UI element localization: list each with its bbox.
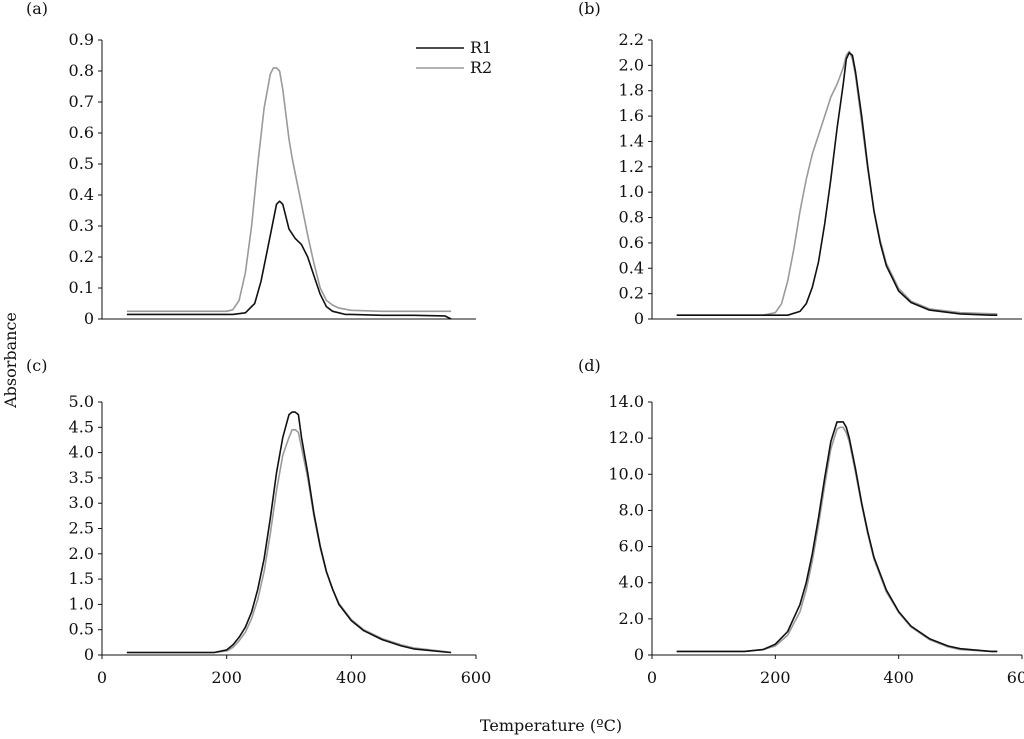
y-tick-label: 1.6 [619, 106, 644, 125]
y-tick-label: 0.6 [619, 233, 644, 252]
x-tick-label: 400 [336, 668, 367, 687]
y-tick-label: 10.0 [608, 464, 644, 483]
y-tick-label: 1.4 [619, 131, 644, 150]
y-tick-label: 0 [634, 309, 644, 328]
y-tick-label: 0 [634, 645, 644, 664]
y-axis-title: Absorbance [1, 312, 20, 409]
series-line-r2 [676, 50, 998, 317]
series-line-r1 [676, 421, 998, 653]
panel-d: (d) 0 2.0 4.0 6.0 8.0 10.0 12.0 14.0 0 200 400 600 [578, 356, 1024, 687]
y-tick-label: 5.0 [69, 392, 94, 411]
y-tick-label: 0.5 [69, 620, 94, 639]
series-line-r1 [126, 200, 452, 320]
y-tick-label: 0 [84, 645, 94, 664]
panel-label: (d) [578, 356, 601, 375]
y-tick-label: 0.2 [69, 247, 94, 266]
y-tick-label: 4.0 [69, 443, 94, 462]
y-tick-label: 2.0 [69, 544, 94, 563]
x-tick-label: 200 [211, 668, 242, 687]
series-line-r2 [676, 426, 998, 653]
panel-label: (c) [26, 356, 47, 375]
y-tick-label: 3.5 [69, 468, 94, 487]
series-line-r2 [126, 428, 452, 654]
x-tick-label: 200 [760, 668, 791, 687]
y-tick-label: 0.4 [69, 185, 94, 204]
y-tick-label: 1.0 [619, 182, 644, 201]
y-tick-label: 2.0 [619, 609, 644, 628]
panel-c: (c) 0 0.5 1.0 1.5 2.0 2.5 3.0 3.5 4.0 4.5 5.0 0 200 40… [26, 356, 491, 687]
y-tick-label: 3.0 [69, 493, 94, 512]
x-tick-label: 0 [97, 668, 107, 687]
y-tick-label: 0.5 [69, 154, 94, 173]
y-tick-label: 0.6 [69, 123, 94, 142]
x-tick-label: 400 [883, 668, 914, 687]
y-tick-label: 8.0 [619, 500, 644, 519]
legend-label-r2: R2 [470, 58, 492, 77]
y-tick-label: 0.8 [69, 61, 94, 80]
y-tick-label: 0 [84, 309, 94, 328]
panel-b: (b) 0 0.2 0.4 0.6 0.8 1.0 1.2 1.4 1.6 1.8 2.0 2.2 [578, 0, 1022, 328]
series-line-r2 [126, 67, 452, 313]
y-tick-label: 0.2 [619, 284, 644, 303]
y-tick-label: 0.1 [69, 278, 94, 297]
y-tick-label: 0.3 [69, 216, 94, 235]
series-line-r1 [126, 411, 452, 654]
x-axis-title: Temperature (ºC) [480, 716, 622, 735]
y-tick-label: 2.0 [619, 55, 644, 74]
y-tick-label: 1.2 [619, 157, 644, 176]
y-tick-label: 0.8 [619, 208, 644, 227]
y-tick-label: 2.5 [69, 519, 94, 538]
y-tick-label: 4.5 [69, 417, 94, 436]
legend-label-r1: R1 [470, 38, 492, 57]
panel-label: (a) [26, 0, 48, 18]
y-tick-label: 1.5 [69, 569, 94, 588]
y-tick-label: 4.0 [619, 573, 644, 592]
panel-label: (b) [578, 0, 601, 18]
x-tick-label: 600 [1007, 668, 1024, 687]
y-tick-label: 0.7 [69, 92, 94, 111]
y-tick-label: 6.0 [619, 537, 644, 556]
y-tick-label: 1.0 [69, 594, 94, 613]
y-tick-label: 2.2 [619, 30, 644, 49]
x-tick-label: 0 [647, 668, 657, 687]
y-tick-label: 0.4 [619, 258, 644, 277]
series-line-r1 [676, 51, 998, 317]
y-tick-label: 1.8 [619, 81, 644, 100]
y-tick-label: 0.9 [69, 30, 94, 49]
y-tick-label: 14.0 [608, 392, 644, 411]
x-tick-label: 600 [461, 668, 492, 687]
y-tick-label: 12.0 [608, 428, 644, 447]
